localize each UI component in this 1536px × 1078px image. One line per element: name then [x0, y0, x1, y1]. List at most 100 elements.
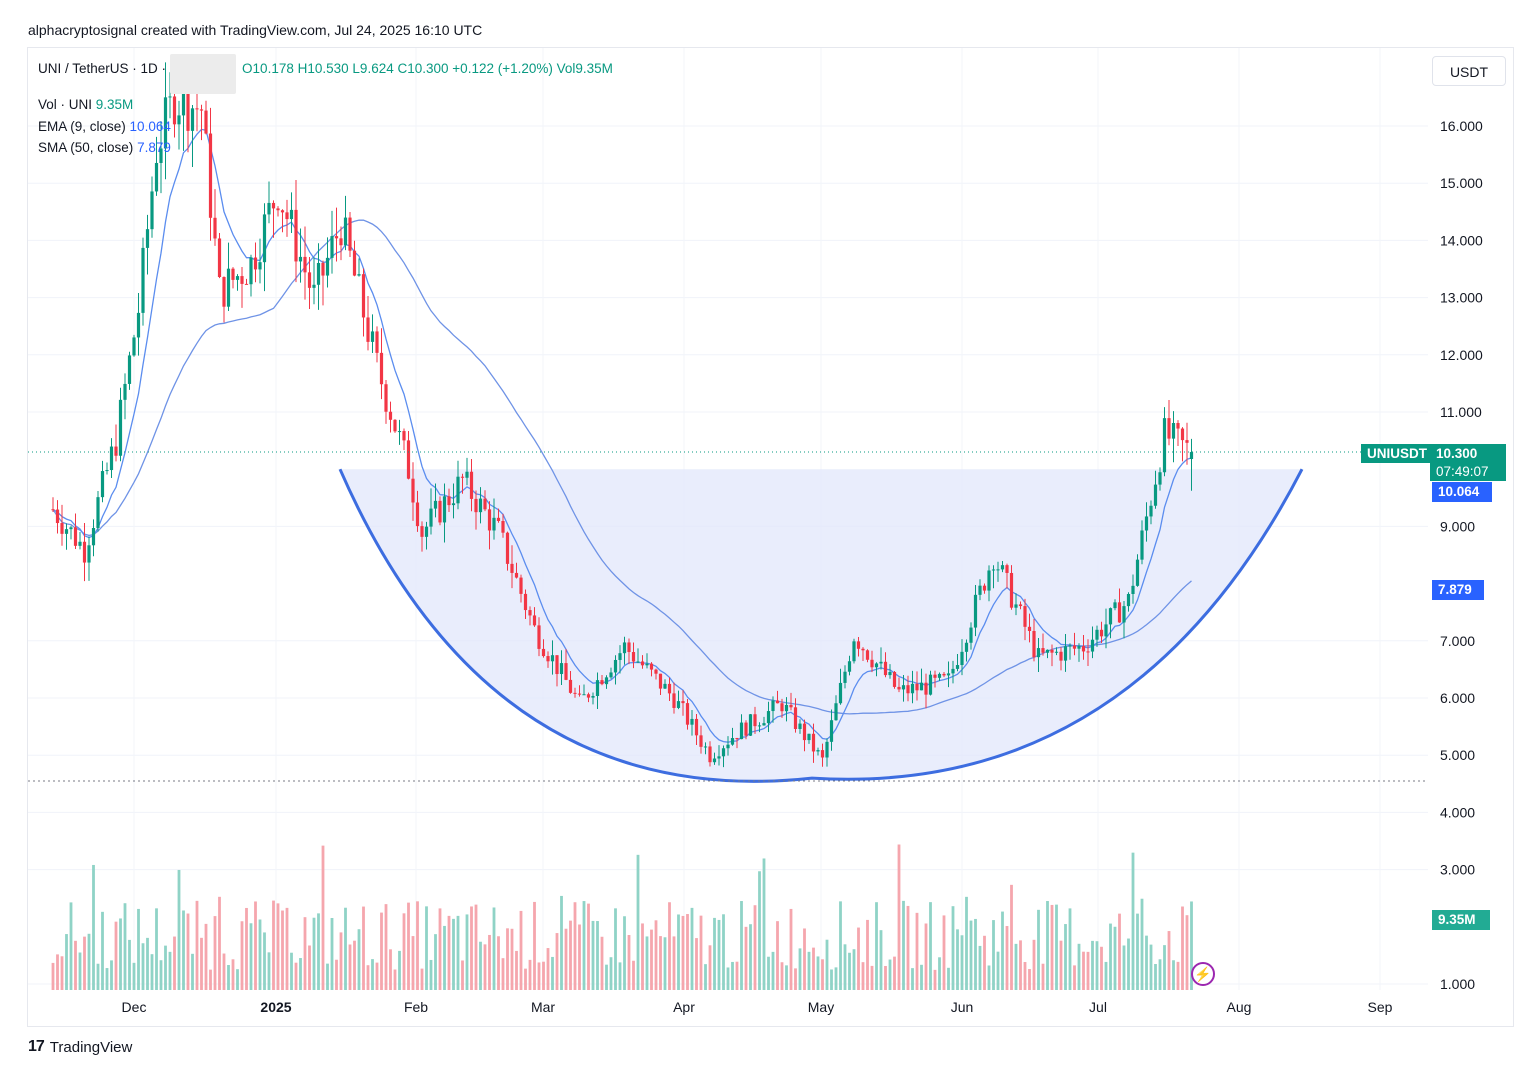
volume-bar: [227, 965, 230, 990]
candle-body: [51, 509, 55, 511]
candle-body: [1050, 649, 1054, 653]
volume-bar: [146, 937, 149, 990]
time-axis-tick: Feb: [404, 999, 428, 1015]
candle-body: [658, 673, 663, 689]
time-axis-tick: May: [808, 999, 834, 1015]
volume-bar: [573, 902, 577, 990]
candle-body: [55, 509, 60, 524]
volume-bar: [582, 901, 586, 990]
candle-body: [118, 399, 123, 456]
cup-pattern-curve: [338, 468, 1304, 783]
volume-bar: [254, 901, 257, 990]
candle-body: [784, 704, 789, 712]
volume-bar: [821, 959, 824, 990]
candle-body: [802, 723, 807, 741]
candle-body: [1090, 639, 1095, 652]
volume-bar: [672, 936, 676, 990]
candle-body: [370, 331, 375, 342]
volume-bar: [654, 920, 658, 990]
candle-body: [496, 517, 501, 522]
volume-bar: [150, 954, 154, 990]
volume-bar: [443, 925, 446, 990]
volume-bar: [344, 907, 347, 990]
candle-body: [258, 262, 262, 270]
volume-bar: [690, 907, 694, 990]
candle-body: [451, 503, 456, 506]
candle-body: [582, 694, 586, 696]
price-tag-value: 10.300: [1436, 446, 1478, 461]
candle-body: [1131, 585, 1135, 594]
candle-body: [294, 209, 298, 262]
volume-bar: [1181, 906, 1184, 990]
price-axis-tick: 14.000: [1440, 232, 1483, 248]
volume-bar: [236, 969, 239, 990]
volume-bar: [1154, 964, 1157, 990]
candle-body: [748, 714, 753, 736]
candle-body: [910, 683, 915, 694]
volume-bar: [578, 924, 581, 990]
candle-body: [217, 238, 222, 278]
volume-bar: [1073, 965, 1076, 990]
candle-body: [987, 570, 991, 591]
volume-bar: [978, 945, 982, 990]
volume-bar: [425, 906, 428, 990]
volume-bar: [191, 953, 194, 990]
volume-bar: [114, 921, 118, 990]
candle-body: [330, 236, 334, 258]
candle-body: [942, 673, 946, 676]
lightning-icon[interactable]: ⚡: [1191, 962, 1215, 986]
candle-body: [1117, 602, 1122, 623]
candle-body: [1099, 629, 1104, 637]
candle-body: [168, 96, 172, 98]
volume-bar: [938, 957, 941, 990]
volume-bar: [614, 908, 617, 990]
candle-body: [573, 692, 577, 694]
volume-bar: [218, 896, 221, 990]
volume-bar: [398, 950, 401, 990]
candle-body: [1185, 440, 1189, 443]
volume-bar: [839, 901, 842, 990]
volume-bar: [996, 951, 1000, 990]
candle-body: [856, 641, 861, 649]
volume-bar: [470, 906, 473, 990]
volume-bar: [591, 920, 595, 990]
volume-bar: [951, 906, 955, 990]
volume-bar: [69, 902, 73, 990]
candle-body: [1167, 418, 1171, 439]
volume-bar: [330, 918, 334, 990]
candle-body: [163, 97, 168, 149]
volume-bar: [555, 933, 559, 990]
volume-bar: [623, 916, 626, 990]
volume-bar: [245, 907, 248, 990]
candle-body: [1171, 422, 1176, 439]
candle-body: [627, 642, 631, 653]
candle-body: [100, 471, 105, 498]
volume-bar: [74, 940, 77, 990]
candle-body: [636, 661, 640, 663]
candle-body: [60, 523, 64, 534]
volume-bar: [1167, 931, 1171, 990]
volume-bar: [920, 964, 923, 990]
currency-button[interactable]: USDT: [1432, 56, 1506, 86]
candle-body: [411, 478, 415, 503]
candle-body: [244, 283, 249, 285]
candle-body: [667, 683, 672, 694]
volume-bar: [852, 949, 856, 990]
candle-body: [406, 440, 411, 479]
candle-body: [361, 274, 366, 318]
volume-bar: [402, 913, 406, 990]
candle-body: [1158, 472, 1162, 485]
volume-bar: [357, 929, 361, 990]
volume-bar: [267, 952, 271, 990]
volume-bar: [1028, 969, 1031, 990]
candle-body: [492, 517, 496, 531]
candle-body: [1095, 629, 1099, 640]
candle-body: [991, 569, 996, 571]
volume-bar: [587, 903, 590, 990]
volume-bar: [960, 935, 964, 990]
candle-body: [762, 723, 766, 726]
volume-bar: [474, 904, 478, 990]
volume-bar: [546, 948, 550, 990]
volume-bar: [636, 854, 640, 990]
